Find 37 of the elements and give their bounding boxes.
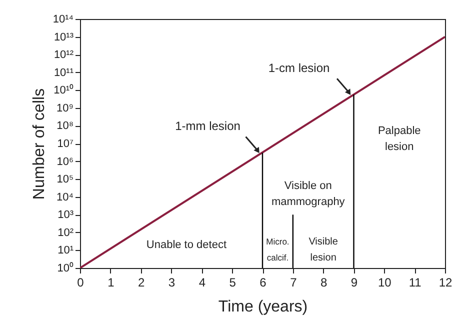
x-tick-label: 3 <box>168 276 176 290</box>
y-tick-label: 10⁵ <box>56 174 74 186</box>
y-tick-label: 10¹ <box>58 244 74 257</box>
y-tick-label: 10¹⁴ <box>52 14 74 26</box>
y-tick-label: 10⁶ <box>56 156 74 168</box>
annotation: Visible on mammography <box>271 180 346 208</box>
annotation: Micro. calcif. <box>266 236 290 263</box>
annotation: Palpable lesion <box>378 125 421 154</box>
y-tick-label: 10⁷ <box>57 138 74 150</box>
y-tick-label: 10¹⁰ <box>54 84 74 97</box>
x-tick-label: 12 <box>438 276 452 290</box>
x-tick-label: 9 <box>350 276 358 290</box>
x-tick-label: 0 <box>77 276 84 290</box>
x-tick-label: 2 <box>138 276 145 290</box>
annotation: Unable to detect <box>146 238 227 251</box>
annotation: Visible lesion <box>308 236 338 264</box>
x-tick-label: 5 <box>229 276 236 290</box>
x-tick-label: 10 <box>378 276 392 290</box>
y-tick-label: 10¹¹ <box>54 66 74 79</box>
y-tick-label: 10⁴ <box>56 191 74 204</box>
y-tick-label: 10⁸ <box>56 120 74 132</box>
y-tick-label: 10⁰ <box>57 262 74 274</box>
x-tick-label: 8 <box>320 276 328 290</box>
x-tick-label: 6 <box>260 276 267 290</box>
y-tick-label: 10¹³ <box>54 31 74 44</box>
y-tick-label: 10³ <box>58 209 74 222</box>
y-axis-title: Number of cells <box>30 88 48 200</box>
x-tick-label: 4 <box>198 276 206 290</box>
x-axis-title: Time (years) <box>218 298 308 316</box>
x-tick-label: 7 <box>290 276 298 290</box>
y-tick-label: 10² <box>58 226 74 239</box>
y-tick-label: 10⁹ <box>56 102 74 114</box>
x-tick-label: 11 <box>408 276 422 290</box>
annotation: 1-cm lesion <box>268 60 330 75</box>
annotation: 1-mm lesion <box>175 119 240 134</box>
x-tick-label: 1 <box>108 276 115 290</box>
y-tick-label: 10¹² <box>54 49 74 62</box>
